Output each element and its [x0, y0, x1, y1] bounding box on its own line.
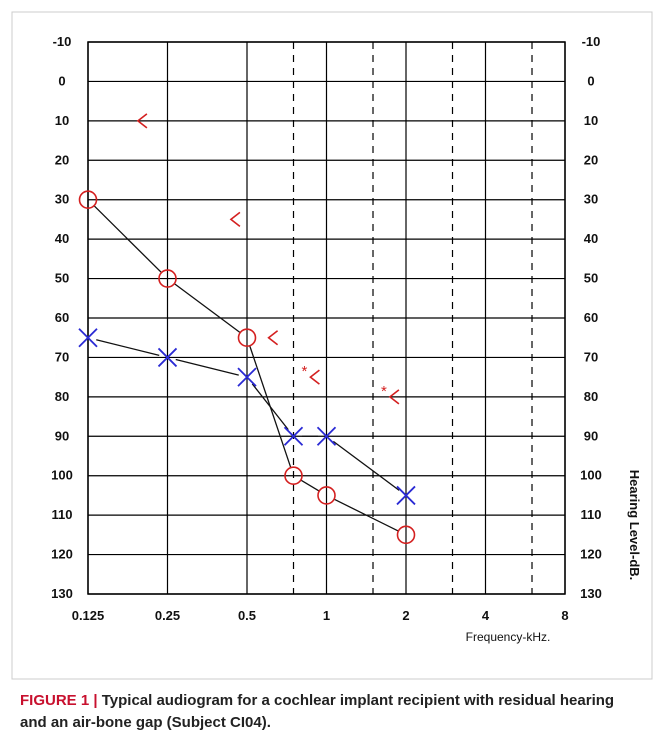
- series-connector: [251, 383, 289, 431]
- caption-label: FIGURE 1 |: [20, 692, 102, 709]
- y-tick-label-left: 70: [55, 349, 69, 364]
- data-point-circle: [317, 486, 336, 505]
- data-point-bracket: [267, 330, 279, 346]
- y-axis-label: Hearing Level-dB.: [627, 470, 642, 581]
- x-tick-label: 8: [561, 608, 568, 623]
- y-tick-label-left: 20: [55, 152, 69, 167]
- data-point-cross: [157, 347, 178, 368]
- data-point-circle: [237, 328, 257, 348]
- series-bracket-markers: [136, 113, 279, 346]
- data-point-bracket: [229, 211, 241, 228]
- y-tick-label-right: 10: [584, 113, 598, 128]
- y-tick-label-right: 120: [580, 547, 602, 562]
- y-tick-label-left: 80: [55, 389, 69, 404]
- y-tick-label-right: -10: [582, 34, 601, 49]
- y-tick-label-left: 0: [58, 73, 65, 88]
- series-connector: [332, 440, 400, 491]
- y-tick-label-left: 30: [55, 192, 69, 207]
- y-tick-label-left: -10: [53, 34, 72, 49]
- data-point-asterisk: *: [301, 363, 307, 380]
- x-tick-label: 4: [482, 608, 490, 623]
- series-connector: [93, 205, 162, 274]
- y-tick-label-left: 10: [55, 113, 69, 128]
- data-point-cross: [316, 426, 337, 446]
- y-tick-label-right: 60: [584, 310, 598, 325]
- y-tick-label-left: 60: [55, 310, 69, 325]
- caption-text: Typical audiogram for a cochlear implant…: [20, 692, 615, 731]
- y-tick-label-right: 80: [584, 389, 598, 404]
- data-point-bracket: [388, 389, 400, 405]
- y-tick-label-left: 100: [51, 468, 73, 483]
- data-point-cross: [396, 485, 416, 506]
- y-tick-label-right: 100: [580, 468, 602, 483]
- y-tick-label-left: 120: [51, 547, 73, 562]
- series-circle-markers: [78, 190, 416, 545]
- y-tick-label-left: 90: [55, 428, 69, 443]
- y-tick-label-right: 90: [584, 428, 598, 443]
- series-starred-bracket-markers: **: [301, 363, 400, 405]
- figure-caption: FIGURE 1 | Typical audiogram for a cochl…: [20, 690, 640, 734]
- series-connector: [175, 358, 239, 376]
- data-point-circle: [78, 190, 98, 210]
- x-tick-label: 0.25: [155, 608, 180, 623]
- series-connector: [96, 339, 160, 357]
- y-tick-label-right: 20: [584, 152, 598, 167]
- y-tick-label-left: 40: [55, 231, 69, 246]
- x-tick-label: 2: [402, 608, 409, 623]
- y-tick-label-right: 110: [581, 507, 602, 522]
- data-point-cross: [78, 328, 98, 348]
- y-tick-label-left: 50: [55, 271, 69, 286]
- y-tick-label-right: 130: [580, 586, 602, 601]
- y-tick-label-left: 110: [52, 507, 73, 522]
- series-cross-markers: [78, 328, 416, 506]
- y-tick-label-right: 40: [584, 231, 598, 246]
- series-connector: [333, 498, 399, 532]
- y-tick-label-right: 70: [584, 349, 598, 364]
- y-tick-label-right: 30: [584, 192, 598, 207]
- y-tick-label-right: 0: [587, 73, 594, 88]
- data-point-bracket: [136, 113, 148, 129]
- y-tick-label-left: 130: [51, 586, 73, 601]
- x-axis-label: Frequency-kHz.: [466, 630, 551, 644]
- x-tick-label: 0.5: [238, 608, 256, 623]
- data-point-bracket: [309, 369, 320, 385]
- data-point-cross: [237, 367, 257, 387]
- data-point-cross: [283, 426, 304, 446]
- x-tick-label: 0.125: [72, 608, 105, 623]
- data-point-asterisk: *: [381, 383, 387, 400]
- y-tick-label-right: 50: [584, 271, 598, 286]
- series-connector: [300, 479, 320, 492]
- data-point-circle: [396, 525, 416, 545]
- figure-border: [11, 11, 653, 680]
- data-point-circle: [158, 269, 177, 288]
- x-tick-label: 1: [323, 608, 330, 623]
- data-point-circle: [284, 466, 303, 486]
- series-connector: [173, 283, 241, 334]
